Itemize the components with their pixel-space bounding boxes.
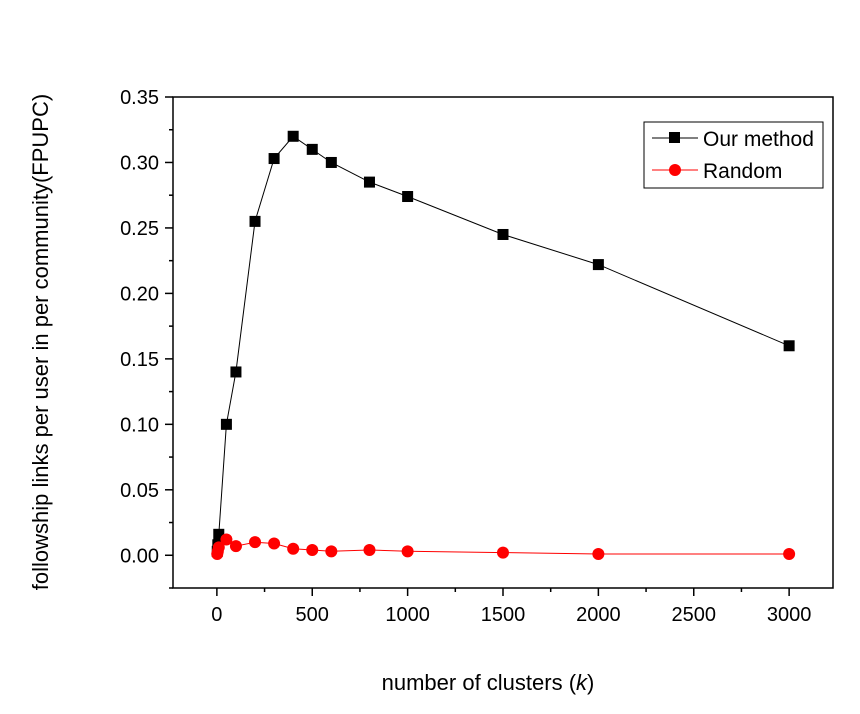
y-tick-label: 0.25 bbox=[120, 218, 159, 240]
data-point-random bbox=[497, 546, 509, 559]
x-axis-label-text: number of clusters bbox=[382, 670, 563, 695]
x-tick-label: 500 bbox=[296, 604, 329, 626]
data-point-random bbox=[306, 544, 319, 557]
data-point-random bbox=[249, 536, 262, 549]
x-tick-label: 3000 bbox=[767, 604, 812, 626]
data-point-random bbox=[268, 537, 281, 550]
data-point-our-method bbox=[497, 228, 509, 240]
data-point-random bbox=[401, 545, 414, 558]
x-tick-label: 1000 bbox=[385, 604, 430, 626]
y-axis-label: followship links per user in per communi… bbox=[28, 94, 53, 590]
data-point-our-method bbox=[363, 176, 375, 188]
data-point-random bbox=[325, 545, 338, 558]
data-point-random bbox=[212, 541, 225, 554]
legend-marker-our-method bbox=[669, 132, 680, 143]
data-point-our-method bbox=[230, 366, 242, 378]
data-point-our-method bbox=[268, 153, 280, 165]
data-point-random bbox=[287, 542, 300, 555]
data-point-our-method bbox=[592, 259, 604, 271]
data-point-our-method bbox=[402, 191, 414, 203]
legend: Our method Random bbox=[643, 121, 824, 189]
y-tick-label: 0.00 bbox=[120, 545, 159, 567]
legend-marker-random bbox=[669, 164, 681, 176]
y-tick-label: 0.15 bbox=[120, 349, 159, 371]
y-tick-label: 0.05 bbox=[120, 480, 159, 502]
x-axis-label: number of clusters (k) bbox=[382, 670, 595, 695]
x-tick-label: 2500 bbox=[672, 604, 717, 626]
data-point-our-method bbox=[220, 418, 232, 430]
x-tick-label: 2000 bbox=[576, 604, 621, 626]
data-point-our-method bbox=[249, 215, 261, 227]
legend-label-our-method: Our method bbox=[703, 128, 814, 151]
x-axis-variable: k bbox=[576, 670, 588, 695]
data-point-our-method bbox=[287, 130, 299, 142]
y-axis-ticks: 0.00 0.05 0.10 0.15 0.20 0.25 0.30 0.35 bbox=[120, 87, 173, 589]
data-point-random bbox=[229, 540, 242, 553]
data-point-our-method bbox=[325, 156, 337, 168]
x-tick-label: 1500 bbox=[481, 604, 526, 626]
data-point-random bbox=[592, 547, 605, 560]
data-point-our-method bbox=[213, 528, 225, 540]
legend-label-random: Random bbox=[703, 160, 782, 183]
data-point-random bbox=[363, 544, 376, 557]
series-layer bbox=[211, 130, 796, 560]
data-point-our-method bbox=[306, 143, 318, 155]
data-point-our-method bbox=[783, 340, 795, 352]
y-tick-label: 0.10 bbox=[120, 414, 159, 436]
data-point-random bbox=[783, 547, 796, 560]
y-tick-label: 0.30 bbox=[120, 152, 159, 174]
x-axis-ticks: 0 500 1000 1500 2000 2500 3000 bbox=[211, 588, 811, 626]
series-line-our-method bbox=[216, 135, 790, 552]
y-tick-label: 0.20 bbox=[120, 283, 159, 305]
x-tick-label: 0 bbox=[211, 604, 222, 626]
y-tick-label: 0.35 bbox=[120, 87, 159, 109]
data-point-random bbox=[220, 533, 233, 546]
